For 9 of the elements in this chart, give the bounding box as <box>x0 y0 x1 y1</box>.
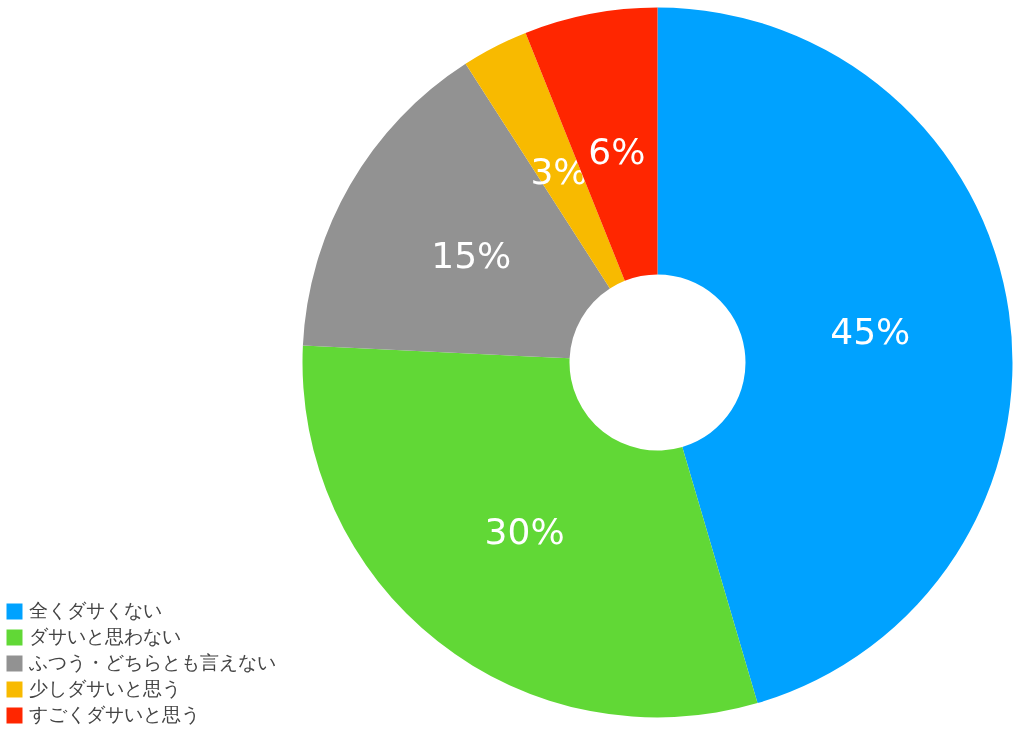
legend-label: 少しダサいと思う <box>29 676 181 701</box>
legend-label: 全くダサくない <box>29 598 162 623</box>
data-label: 15% <box>431 234 512 276</box>
legend-label: ダサいと思わない <box>29 624 181 649</box>
data-label: 45% <box>830 311 911 353</box>
legend-label: ふつう・どちらとも言えない <box>29 650 276 675</box>
data-label: 30% <box>484 511 565 552</box>
data-label: 6% <box>588 130 646 172</box>
legend-label: すごくダサいと思う <box>29 702 200 727</box>
